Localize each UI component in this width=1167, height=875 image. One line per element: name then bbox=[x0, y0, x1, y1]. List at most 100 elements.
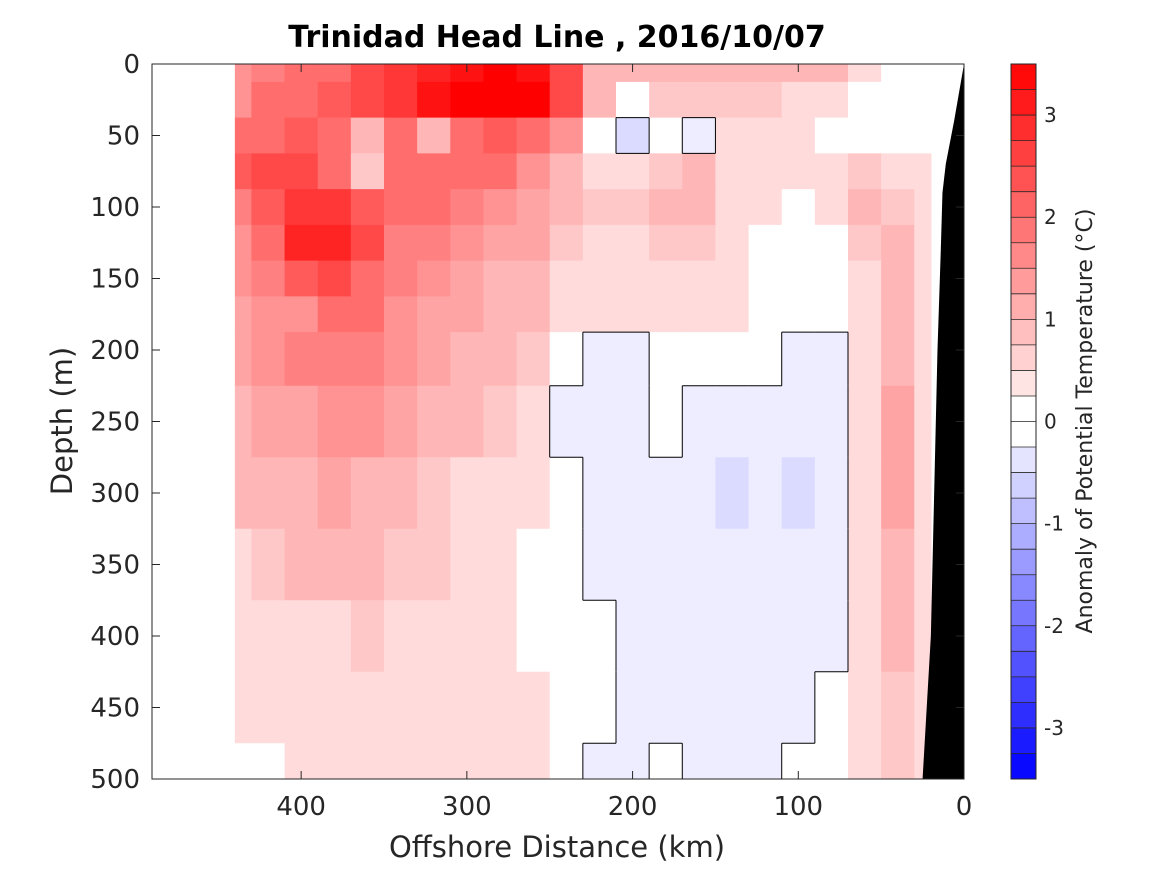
heatmap-cell bbox=[384, 385, 418, 458]
heatmap-cell bbox=[848, 117, 882, 154]
heatmap-cell bbox=[549, 385, 584, 458]
heatmap-cell bbox=[384, 81, 418, 119]
heatmap-cell bbox=[649, 528, 683, 601]
heatmap-cell bbox=[814, 153, 849, 190]
heatmap-cell bbox=[384, 743, 418, 779]
colorbar-band bbox=[1011, 421, 1036, 448]
chart-title: Trinidad Head Line , 2016/10/07 bbox=[288, 20, 825, 55]
heatmap-cell bbox=[251, 224, 286, 262]
heatmap-cell bbox=[350, 385, 385, 458]
heatmap-cell bbox=[715, 117, 750, 154]
heatmap-cell bbox=[516, 528, 551, 601]
colorbar-band bbox=[1011, 140, 1036, 167]
heatmap-cell bbox=[682, 385, 717, 458]
heatmap-cell bbox=[234, 600, 253, 673]
heatmap-cell bbox=[748, 671, 783, 744]
heatmap-cell bbox=[483, 117, 518, 154]
heatmap-cell bbox=[682, 332, 717, 387]
heatmap-cell bbox=[848, 743, 882, 779]
heatmap-cell bbox=[748, 189, 783, 226]
heatmap-cell bbox=[649, 153, 683, 190]
heatmap-cell bbox=[234, 457, 253, 530]
heatmap-cell bbox=[781, 224, 816, 262]
heatmap-cell bbox=[814, 81, 849, 119]
colorbar-ticks: -3 -2 -1 0 1 2 3 bbox=[1044, 103, 1064, 740]
heatmap-cell bbox=[814, 528, 849, 601]
heatmap-cell bbox=[848, 600, 882, 673]
heatmap-cell bbox=[417, 224, 451, 262]
heatmap-cell bbox=[317, 189, 352, 226]
heatmap-cell bbox=[682, 260, 717, 297]
colorbar-band bbox=[1011, 64, 1036, 91]
heatmap-cell bbox=[682, 743, 717, 779]
heatmap-cell bbox=[516, 743, 551, 779]
heatmap-cells bbox=[234, 64, 932, 779]
heatmap-cell bbox=[649, 64, 683, 83]
heatmap-cell bbox=[814, 332, 849, 387]
y-tick-label: 500 bbox=[90, 765, 140, 795]
colorbar-band bbox=[1011, 753, 1036, 780]
heatmap-cell bbox=[317, 296, 352, 333]
heatmap-cell bbox=[417, 332, 451, 387]
heatmap-cell bbox=[649, 260, 683, 297]
heatmap-cell bbox=[350, 117, 385, 154]
heatmap-cell bbox=[483, 64, 518, 83]
heatmap-cell bbox=[582, 260, 617, 297]
heatmap-cell bbox=[781, 189, 816, 226]
heatmap-cell bbox=[616, 153, 650, 190]
colorbar-tick-label: 1 bbox=[1044, 307, 1057, 331]
heatmap-cell bbox=[781, 81, 816, 119]
heatmap-cell bbox=[251, 81, 286, 119]
heatmap-cell bbox=[417, 385, 451, 458]
heatmap-cell bbox=[848, 332, 882, 387]
heatmap-cell bbox=[234, 385, 253, 458]
heatmap-cell bbox=[516, 296, 551, 333]
heatmap-cell bbox=[582, 224, 617, 262]
heatmap-cell bbox=[234, 117, 253, 154]
heatmap-cell bbox=[483, 528, 518, 601]
heatmap-cell bbox=[748, 117, 783, 154]
heatmap-cell bbox=[748, 81, 783, 119]
heatmap-cell bbox=[616, 189, 650, 226]
heatmap-cell bbox=[516, 189, 551, 226]
heatmap-cell bbox=[417, 671, 451, 744]
heatmap-cell bbox=[450, 296, 485, 333]
heatmap-cell bbox=[748, 528, 783, 601]
heatmap-cell bbox=[251, 385, 286, 458]
heatmap-cell bbox=[350, 528, 385, 601]
heatmap-cell bbox=[549, 117, 584, 154]
colorbar-band bbox=[1011, 217, 1036, 244]
heatmap-cell bbox=[616, 64, 650, 83]
heatmap-cell bbox=[251, 64, 286, 83]
heatmap-cell bbox=[914, 332, 932, 387]
colorbar-band bbox=[1011, 370, 1036, 397]
heatmap-cell bbox=[582, 332, 617, 387]
heatmap-cell bbox=[582, 457, 617, 530]
heatmap-cell bbox=[549, 600, 584, 673]
heatmap-cell bbox=[450, 64, 485, 83]
heatmap-cell bbox=[516, 81, 551, 119]
heatmap-cell bbox=[781, 457, 816, 530]
y-tick-label: 100 bbox=[90, 193, 140, 223]
heatmap-cell bbox=[516, 600, 551, 673]
heatmap-cell bbox=[748, 332, 783, 387]
colorbar-band bbox=[1011, 293, 1036, 320]
colorbar-band bbox=[1011, 727, 1036, 754]
heatmap-cell bbox=[350, 81, 385, 119]
heatmap-cell bbox=[781, 332, 816, 387]
heatmap-cell bbox=[234, 224, 253, 262]
colorbar-band bbox=[1011, 344, 1036, 371]
x-axis-title: Offshore Distance (km) bbox=[389, 830, 725, 864]
heatmap-cell bbox=[384, 600, 418, 673]
heatmap-cell bbox=[781, 260, 816, 297]
heatmap-cell bbox=[814, 671, 849, 744]
colorbar-band bbox=[1011, 89, 1036, 116]
heatmap-cell bbox=[450, 528, 485, 601]
heatmap-cell bbox=[781, 117, 816, 154]
heatmap-cell bbox=[616, 117, 650, 154]
heatmap-cell bbox=[649, 457, 683, 530]
heatmap-cell bbox=[715, 528, 750, 601]
heatmap-cell bbox=[748, 457, 783, 530]
heatmap-cell bbox=[417, 528, 451, 601]
heatmap-cell bbox=[781, 385, 816, 458]
